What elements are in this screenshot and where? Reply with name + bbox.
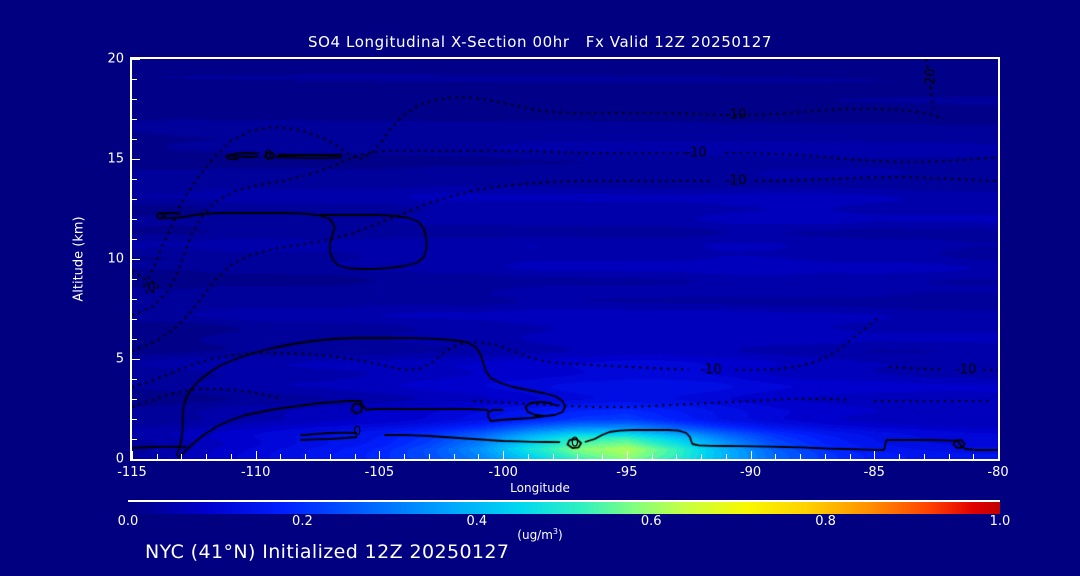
y-tick-minor <box>132 279 137 280</box>
contour-label: 0 <box>147 280 156 296</box>
contour-label: -10 <box>725 173 747 189</box>
y-tick-major <box>132 59 140 60</box>
page-title: SO4 Longitudinal X-Section 00hr Fx Valid… <box>308 33 772 51</box>
y-tick-label: 5 <box>115 351 124 367</box>
contour-label: 0 <box>570 435 580 451</box>
x-tick-minor <box>552 454 554 459</box>
x-axis-label: Longitude <box>510 481 570 495</box>
x-tick-label: -110 <box>240 465 271 480</box>
x-tick-label: -105 <box>364 465 395 480</box>
colorbar-units-text: (ug/m <box>517 528 553 542</box>
x-tick-minor <box>725 454 727 459</box>
x-tick-label: -90 <box>739 465 762 480</box>
y-axis-label: Altitude (km) <box>71 216 87 302</box>
x-tick-minor <box>428 454 430 459</box>
x-tick-minor <box>354 454 356 459</box>
x-tick-minor <box>948 454 950 459</box>
x-tick-minor <box>899 454 901 459</box>
x-tick-minor <box>775 454 777 459</box>
contour-label: -10 <box>725 107 747 123</box>
y-tick-minor <box>132 79 137 80</box>
contour-label: -10 <box>700 362 722 378</box>
y-tick-minor <box>132 379 137 380</box>
contour-label: -10 <box>685 145 707 161</box>
y-tick-major <box>132 159 140 160</box>
x-tick-major <box>379 451 381 459</box>
y-tick-minor <box>132 399 137 400</box>
colorbar <box>128 500 1000 514</box>
y-tick-minor <box>132 319 137 320</box>
x-tick-minor <box>800 454 802 459</box>
y-tick-minor <box>132 239 137 240</box>
x-tick-minor <box>230 454 232 459</box>
y-tick-label: 15 <box>107 151 124 167</box>
y-tick-label: 10 <box>107 251 124 267</box>
contour-label: -10 <box>955 362 977 378</box>
x-tick-minor <box>824 454 826 459</box>
x-tick-minor <box>651 454 653 459</box>
x-tick-minor <box>973 454 975 459</box>
x-tick-minor <box>676 454 678 459</box>
y-tick-minor <box>132 299 137 300</box>
x-tick-major <box>503 451 505 459</box>
x-tick-minor <box>206 454 208 459</box>
x-tick-label: -80 <box>987 465 1009 480</box>
y-tick-major <box>132 359 140 360</box>
x-tick-label: -85 <box>863 465 885 480</box>
contour-label: 0 <box>263 148 273 164</box>
footer-caption: NYC (41°N) Initialized 12Z 20250127 <box>145 541 510 563</box>
x-tick-major <box>255 451 257 459</box>
colorbar-tick-label: 0.2 <box>292 514 313 529</box>
x-tick-minor <box>577 454 579 459</box>
y-tick-label: 20 <box>107 51 124 67</box>
colorbar-units-exponent: 3 <box>552 527 559 536</box>
x-tick-minor <box>478 454 480 459</box>
x-tick-major <box>626 451 628 459</box>
x-tick-label: -115 <box>117 465 147 480</box>
y-tick-minor <box>132 119 137 120</box>
y-tick-minor <box>132 139 137 140</box>
plot-area: 0 0 -10 -10 -10 -10 -10 -20 0 0 <box>130 57 1000 461</box>
x-tick-minor <box>181 454 183 459</box>
x-tick-minor <box>329 454 331 459</box>
colorbar-tick-label: 0.4 <box>466 514 488 529</box>
y-tick-minor <box>132 179 137 180</box>
y-tick-minor <box>132 419 137 420</box>
contour-label: -20 <box>923 68 939 90</box>
x-tick-minor <box>305 454 307 459</box>
x-tick-major <box>874 451 876 459</box>
y-tick-minor <box>132 439 137 440</box>
x-tick-minor <box>701 454 703 459</box>
y-tick-minor <box>132 339 137 340</box>
x-tick-minor <box>602 454 604 459</box>
y-tick-minor <box>132 199 137 200</box>
x-tick-minor <box>923 454 925 459</box>
contour-label: 0 <box>353 424 362 440</box>
colorbar-tick-label: 1.0 <box>989 514 1011 529</box>
y-tick-minor <box>132 99 137 100</box>
colorbar-tick-label: 0.6 <box>640 514 662 529</box>
x-tick-minor <box>404 454 406 459</box>
x-tick-minor <box>156 454 158 459</box>
y-tick-major <box>132 259 140 260</box>
y-tick-label: 0 <box>115 451 124 467</box>
cross-section-heatmap <box>132 59 998 459</box>
colorbar-tick-label: 0.8 <box>815 514 836 529</box>
x-tick-major <box>750 451 752 459</box>
x-tick-label: -100 <box>488 465 518 480</box>
x-tick-minor <box>849 454 851 459</box>
x-tick-major <box>132 451 133 459</box>
x-tick-major <box>998 451 999 459</box>
x-tick-minor <box>527 454 529 459</box>
y-tick-minor <box>132 219 137 220</box>
colorbar-gradient <box>128 500 1000 514</box>
x-tick-minor <box>453 454 455 459</box>
y-tick-major <box>132 459 140 460</box>
colorbar-tick-label: 0.0 <box>117 514 139 529</box>
x-tick-label: -95 <box>616 465 638 480</box>
colorbar-units-tail: ) <box>558 528 563 542</box>
colorbar-units: (ug/m3) <box>0 527 1080 542</box>
x-tick-minor <box>280 454 282 459</box>
